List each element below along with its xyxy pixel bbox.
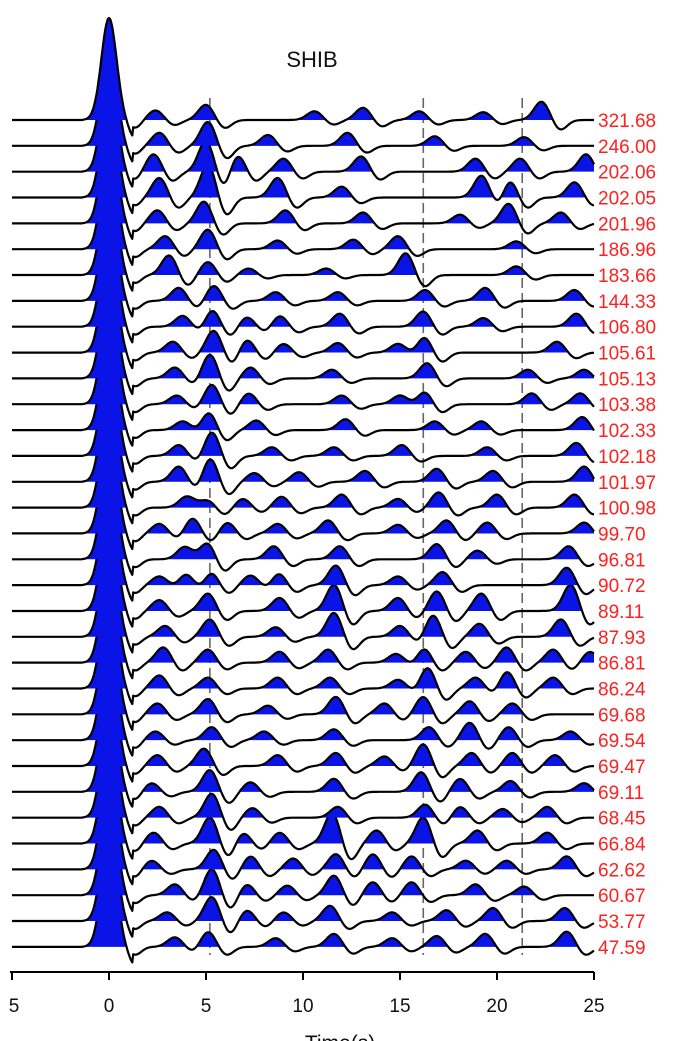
x-tick-label: 20: [486, 996, 507, 1017]
x-axis-label: Time(s): [305, 1032, 375, 1041]
x-tick-label: 25: [583, 996, 604, 1017]
trace-label-106.80: 106.80: [598, 318, 656, 339]
trace-label-321.68: 321.68: [598, 111, 656, 132]
x-tick-label: 0: [104, 996, 115, 1017]
trace-label-102.33: 102.33: [598, 421, 656, 442]
trace-label-105.61: 105.61: [598, 344, 656, 365]
trace-label-62.62: 62.62: [598, 860, 646, 881]
trace-321.68: [11, 16, 595, 137]
trace-label-202.05: 202.05: [598, 189, 656, 210]
trace-label-68.45: 68.45: [598, 809, 646, 830]
trace-label-87.93: 87.93: [598, 628, 646, 649]
trace-label-69.47: 69.47: [598, 757, 646, 778]
x-tick-label: 5: [9, 996, 20, 1017]
trace-label-86.24: 86.24: [598, 679, 646, 700]
trace-group: [11, 16, 595, 964]
trace-label-69.11: 69.11: [598, 783, 644, 804]
trace-label-144.33: 144.33: [598, 292, 656, 313]
trace-label-201.96: 201.96: [598, 214, 656, 235]
trace-fill-69.68: [82, 612, 525, 715]
trace-line-321.68: [11, 16, 595, 137]
trace-label-183.66: 183.66: [598, 266, 656, 287]
trace-label-186.96: 186.96: [598, 240, 656, 261]
trace-label-202.06: 202.06: [598, 163, 656, 184]
trace-label-47.59: 47.59: [598, 938, 646, 959]
trace-label-69.68: 69.68: [598, 705, 646, 726]
trace-label-105.13: 105.13: [598, 369, 656, 390]
trace-fill-89.11: [82, 509, 583, 611]
trace-label-102.18: 102.18: [598, 447, 656, 468]
trace-label-90.72: 90.72: [598, 576, 646, 597]
chart-title: SHIB: [286, 47, 337, 72]
trace-label-101.97: 101.97: [598, 473, 656, 494]
trace-label-96.81: 96.81: [598, 550, 646, 571]
trace-label-53.77: 53.77: [598, 912, 646, 933]
trace-label-89.11: 89.11: [598, 602, 644, 623]
trace-label-69.54: 69.54: [598, 731, 646, 752]
trace-label-99.70: 99.70: [598, 524, 646, 545]
x-tick-label: 5: [201, 996, 212, 1017]
x-tick-label: 10: [292, 996, 313, 1017]
trace-label-60.67: 60.67: [598, 886, 646, 907]
x-tick-label: 15: [389, 996, 410, 1017]
trace-label-100.98: 100.98: [598, 499, 656, 520]
trace-labels: 47.59 53.77 60.67 62.62 66.84 68.45 69.11 69.47…: [598, 111, 656, 959]
trace-label-103.38: 103.38: [598, 395, 656, 416]
x-axis-ticks: 5 0 5 10 15 20 25: [9, 972, 605, 1017]
trace-label-86.81: 86.81: [598, 654, 646, 675]
trace-label-246.00: 246.00: [598, 137, 656, 158]
trace-label-66.84: 66.84: [598, 835, 646, 856]
trace-fill-202.05: [82, 95, 587, 198]
